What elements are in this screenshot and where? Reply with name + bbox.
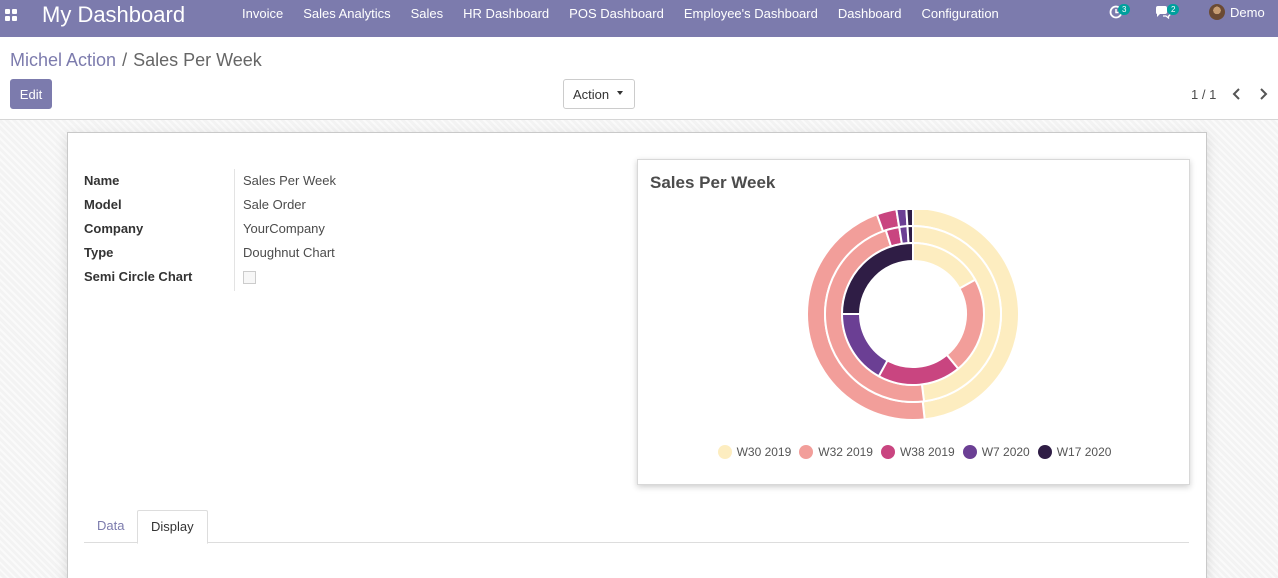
messages-count-badge: 2 [1167, 4, 1180, 15]
chart-preview-card: Sales Per Week W30 2019 W32 2019 W38 2019 W… [637, 159, 1190, 485]
legend-swatch [799, 445, 814, 459]
menu-item-sales-analytics[interactable]: Sales Analytics [303, 6, 391, 21]
field-label-semi-circle-chart: Semi Circle Chart [84, 269, 193, 284]
pager-next-button[interactable] [1256, 85, 1272, 103]
avatar [1209, 4, 1225, 20]
menu-item-employees-dashboard[interactable]: Employee's Dashboard [683, 6, 818, 21]
tab-data[interactable]: Data [97, 518, 125, 533]
menu-item-sales[interactable]: Sales [410, 6, 444, 21]
doughnut-segment-ring3-w17-2020[interactable] [840, 241, 914, 315]
main-menu: Invoice Sales Analytics Sales HR Dashboa… [232, 0, 1009, 27]
field-value-company[interactable]: YourCompany [243, 221, 325, 236]
legend-label: W32 2019 [818, 445, 873, 459]
field-divider [234, 169, 235, 291]
top-navbar: My Dashboard Invoice Sales Analytics Sal… [0, 0, 1278, 37]
chart-legend: W30 2019 W32 2019 W38 2019 W7 2020 W17 2020 [638, 445, 1191, 459]
legend-item[interactable]: W38 2019 [880, 445, 955, 459]
action-dropdown-button[interactable]: Action [563, 79, 635, 109]
activity-count-badge: 3 [1118, 4, 1131, 15]
form-sheet: Name Sales Per Week Model Sale Order Com… [67, 132, 1207, 578]
legend-swatch [880, 445, 895, 459]
field-value-model[interactable]: Sale Order [243, 197, 306, 212]
menu-item-dashboard[interactable]: Dashboard [837, 6, 902, 21]
menu-item-pos-dashboard[interactable]: POS Dashboard [569, 6, 664, 21]
doughnut-segment-ring2-w17-2020[interactable] [906, 224, 914, 245]
menu-item-invoice[interactable]: Invoice [242, 6, 284, 21]
edit-button[interactable]: Edit [10, 79, 52, 109]
breadcrumb-current: Sales Per Week [133, 50, 262, 70]
legend-item[interactable]: W30 2019 [717, 445, 792, 459]
pager-previous-button[interactable] [1229, 85, 1245, 103]
legend-swatch [962, 445, 977, 459]
field-label-type: Type [84, 245, 114, 260]
doughnut-chart [806, 210, 1020, 421]
field-value-type: Doughnut Chart [243, 245, 335, 260]
app-title: My Dashboard [42, 2, 186, 27]
field-label-model: Model [84, 197, 122, 212]
legend-swatch [717, 445, 732, 459]
menu-item-hr-dashboard[interactable]: HR Dashboard [463, 6, 550, 21]
legend-item[interactable]: W32 2019 [799, 445, 873, 459]
control-panel-divider [0, 119, 1278, 120]
field-label-name: Name [84, 173, 120, 188]
chevron-right-icon [1260, 88, 1268, 100]
legend-item[interactable]: W17 2020 [1037, 445, 1112, 459]
legend-label: W7 2020 [981, 445, 1030, 459]
apps-menu-icon[interactable] [5, 9, 17, 21]
field-value-name: Sales Per Week [243, 173, 336, 188]
breadcrumb-parent-link[interactable]: Michel Action [10, 50, 117, 70]
breadcrumb: Michel Action / Sales Per Week [10, 48, 262, 72]
legend-label: W38 2019 [899, 445, 955, 459]
legend-label: W17 2020 [1056, 445, 1112, 459]
chart-title: Sales Per Week [650, 173, 776, 192]
chevron-left-icon [1232, 88, 1240, 100]
field-label-company: Company [84, 221, 144, 236]
breadcrumb-separator: / [122, 50, 128, 70]
legend-label: W30 2019 [736, 445, 792, 459]
messages-button[interactable]: 2 [1155, 4, 1180, 22]
activity-button[interactable]: 3 [1109, 4, 1131, 22]
user-menu[interactable]: Demo [1209, 4, 1265, 20]
legend-item[interactable]: W7 2020 [962, 445, 1030, 459]
doughnut-segment-ring1-w17-2020[interactable] [905, 210, 914, 228]
user-name: Demo [1230, 4, 1265, 20]
action-label: Action [573, 86, 610, 102]
pager-value: 1 / 1 [1191, 87, 1217, 102]
tab-display[interactable]: Display [137, 510, 208, 544]
notebook-tabs: Data Display [84, 510, 1189, 544]
legend-swatch [1037, 445, 1052, 459]
semi-circle-checkbox[interactable] [243, 271, 256, 284]
caret-down-icon [617, 91, 623, 95]
menu-item-configuration[interactable]: Configuration [921, 6, 999, 21]
